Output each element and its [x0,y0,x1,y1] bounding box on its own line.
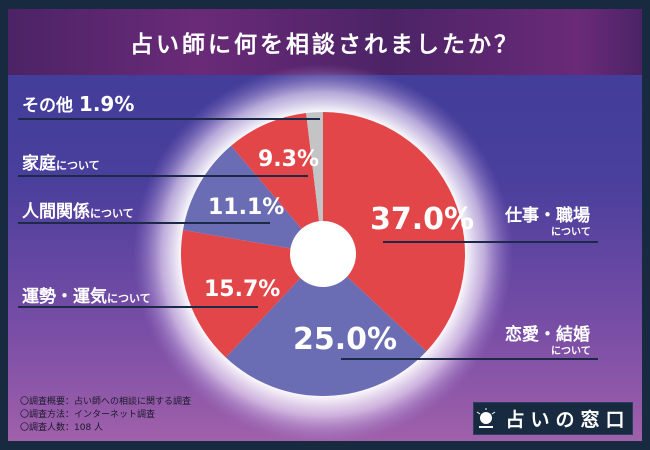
logo-text: 占いの窓口 [505,409,631,431]
label-work: 仕事・職場 [505,206,590,226]
value-fortune: 15.7% [204,277,281,302]
value-love: 25.0% [293,322,398,357]
label-relationships: 人間関係について [22,202,134,222]
label-other: その他 1.9% [22,92,135,116]
logo: 占いの窓口 [473,402,633,435]
label-love-sub: について [551,346,591,357]
pie-chart [18,64,598,441]
label-work-sub: について [551,227,591,238]
pie-slice [183,145,323,254]
value-family: 9.3% [258,147,320,172]
value-work: 37.0% [370,202,475,237]
title-bar: 占い師に何を相談されましたか？ [8,9,642,75]
pie-slice [225,254,427,396]
pie-slice [231,113,323,254]
note-count: 〇調査人数：108 人 [20,423,104,433]
pie-slice [306,112,323,254]
crystal-ball-icon [477,407,496,428]
label-love: 恋愛・結婚 [505,325,590,345]
label-fortune: 運勢・運気について [22,287,151,307]
chart-title: 占い師に何を相談されましたか？ [130,32,520,58]
donut-hole [290,221,356,287]
note-overview: 〇調査概要：占い師への相談に関する調査 [20,397,192,407]
value-relationships: 11.1% [208,195,285,220]
pie-slice [180,230,323,358]
pie-slice [323,112,465,352]
note-method: 〇調査方法：インターネット調査 [20,410,156,420]
chart-panel: 占い師に何を相談されましたか？ その他 1.9% 家庭について 人間関係について… [8,9,642,441]
survey-notes: 〇調査概要：占い師への相談に関する調査 〇調査方法：インターネット調査 〇調査人… [20,396,191,435]
label-family: 家庭について [22,154,100,174]
